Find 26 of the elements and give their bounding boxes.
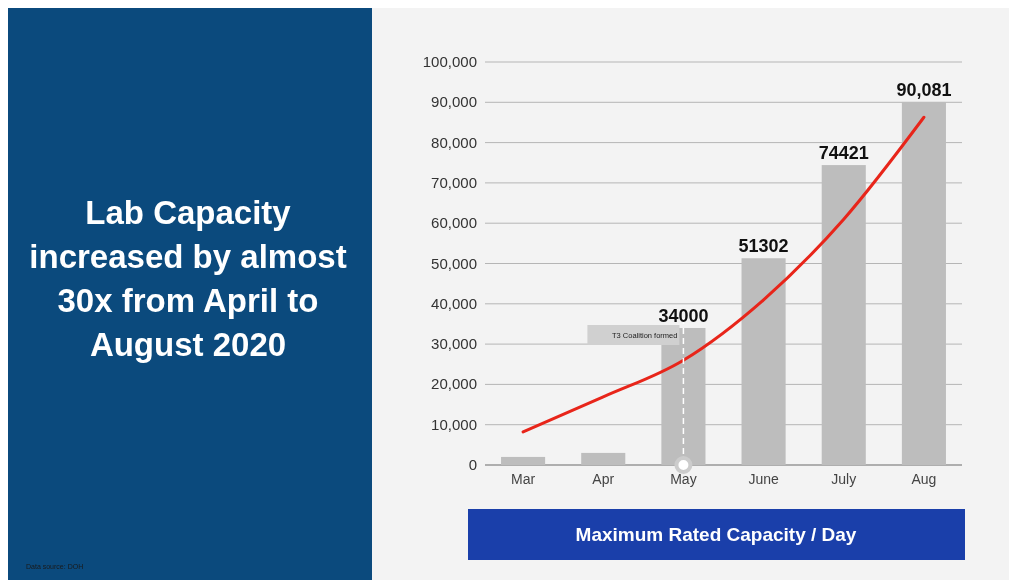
bar (501, 456, 546, 465)
y-tick-label: 40,000 (431, 294, 477, 312)
line-series (521, 115, 926, 434)
x-axis-title: Maximum Rated Capacity / Day (575, 524, 857, 545)
bar (581, 452, 626, 465)
y-tick-label: 0 (468, 456, 477, 473)
x-tick-label: Apr (592, 471, 615, 487)
y-tick-label: 100,000 (422, 53, 477, 70)
x-tick-label: June (748, 471, 779, 487)
y-tick-label: 50,000 (431, 254, 477, 272)
x-tick-label: May (670, 471, 697, 487)
data-label: 90,081 (896, 79, 952, 100)
y-tick-label: 90,000 (431, 93, 477, 111)
y-tick-label: 70,000 (431, 173, 477, 191)
y-tick-label: 30,000 (431, 335, 477, 353)
x-tick-label: Mar (511, 471, 536, 487)
y-tick-label: 20,000 (431, 375, 477, 393)
data-label: 51302 (738, 236, 789, 257)
y-tick-label: 80,000 (431, 133, 477, 151)
data-label: 74421 (818, 143, 869, 164)
x-tick-label: Aug (911, 471, 937, 487)
y-tick-label: 60,000 (431, 214, 477, 232)
data-label: 34000 (658, 305, 709, 326)
text: Lab Capacity increased by almost 30x from April to August 2020 (29, 194, 347, 363)
y-tick-label: 10,000 (431, 415, 477, 433)
x-tick-label: July (831, 471, 857, 487)
